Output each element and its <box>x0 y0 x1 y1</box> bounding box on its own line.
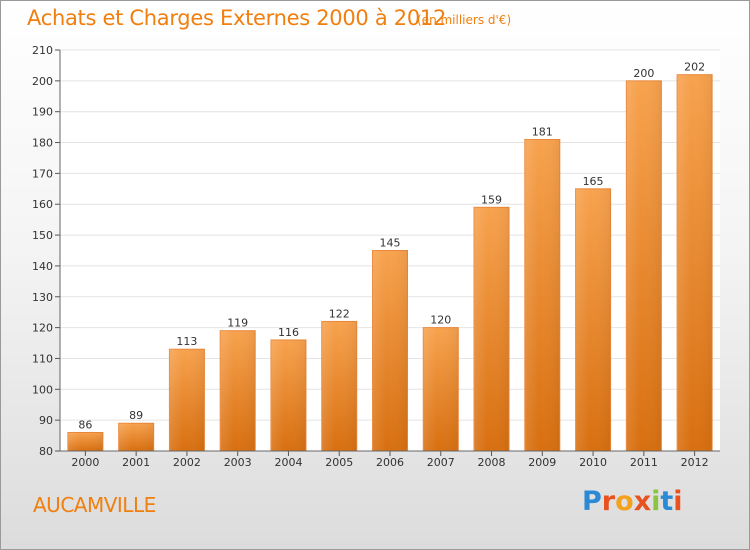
bar-shine <box>626 80 662 451</box>
x-tick-label: 2007 <box>427 456 455 469</box>
bar-value-label: 113 <box>176 335 197 348</box>
bar-shine <box>677 74 713 451</box>
city-name: AUCAMVILLE <box>33 493 156 517</box>
logo-letter: r <box>601 486 616 517</box>
bar-shine <box>524 139 560 451</box>
x-tick-label: 2000 <box>71 456 99 469</box>
bar-value-label: 116 <box>278 326 299 339</box>
bar-value-label: 181 <box>532 125 553 138</box>
bars: 86 89 113 119 116 122 145 120 159 181 165 200 202 <box>67 61 713 452</box>
y-tick-label: 190 <box>32 106 53 119</box>
y-tick-label: 80 <box>39 445 53 458</box>
bar-shine <box>220 330 256 451</box>
bar-value-label: 202 <box>684 61 705 74</box>
bar-value-label: 200 <box>633 67 654 80</box>
bar-shine <box>118 423 154 451</box>
logo-letter: o <box>615 486 634 517</box>
y-tick-label: 140 <box>32 260 53 273</box>
x-tick-label: 2011 <box>630 456 658 469</box>
x-tick-label: 2010 <box>579 456 607 469</box>
y-tick-label: 110 <box>32 352 53 365</box>
bar-value-label: 165 <box>583 175 604 188</box>
axes: 80 90 100 110 120 130 140 150 160 170 180 190 200 210… <box>32 44 720 469</box>
x-tick-label: 2002 <box>173 456 201 469</box>
bar-value-label: 89 <box>129 409 143 422</box>
x-tick-label: 2012 <box>681 456 709 469</box>
bar-value-label: 86 <box>78 418 92 431</box>
y-tick-label: 170 <box>32 167 53 180</box>
y-tick-label: 90 <box>39 414 53 427</box>
x-tick-label: 2005 <box>325 456 353 469</box>
logo-letter: t <box>660 486 674 517</box>
y-tick-label: 100 <box>32 383 53 396</box>
y-tick-label: 120 <box>32 322 53 335</box>
y-tick-label: 200 <box>32 75 53 88</box>
x-tick-label: 2003 <box>224 456 252 469</box>
x-tick-label: 2006 <box>376 456 404 469</box>
chart-subtitle: (en milliers d'€) <box>417 13 512 27</box>
bar-shine <box>423 327 459 451</box>
bar-shine <box>270 339 306 451</box>
bar-shine <box>321 321 357 451</box>
bar-value-label: 159 <box>481 193 502 206</box>
bar-shine <box>67 432 103 451</box>
x-tick-label: 2004 <box>274 456 302 469</box>
bar-value-label: 145 <box>380 237 401 250</box>
bar-value-label: 122 <box>329 307 350 320</box>
proxiti-logo[interactable]: Proxiti <box>582 486 683 517</box>
logo-letter: x <box>633 486 652 517</box>
bar-shine <box>474 207 510 451</box>
bar-shine <box>372 250 408 451</box>
bar-shine <box>575 188 611 452</box>
bar-shine <box>169 349 205 451</box>
y-tick-label: 180 <box>32 137 53 150</box>
logo-letter: P <box>582 486 602 517</box>
chart-title: Achats et Charges Externes 2000 à 2012 <box>27 6 447 30</box>
y-tick-label: 130 <box>32 291 53 304</box>
x-tick-label: 2001 <box>122 456 150 469</box>
y-tick-label: 210 <box>32 44 53 57</box>
bar-value-label: 120 <box>430 314 451 327</box>
logo-letter: i <box>673 486 683 517</box>
y-tick-label: 160 <box>32 198 53 211</box>
y-tick-label: 150 <box>32 229 53 242</box>
x-tick-label: 2009 <box>528 456 556 469</box>
bar-value-label: 119 <box>227 317 248 330</box>
logo-letter: i <box>651 486 661 517</box>
x-tick-label: 2008 <box>478 456 506 469</box>
